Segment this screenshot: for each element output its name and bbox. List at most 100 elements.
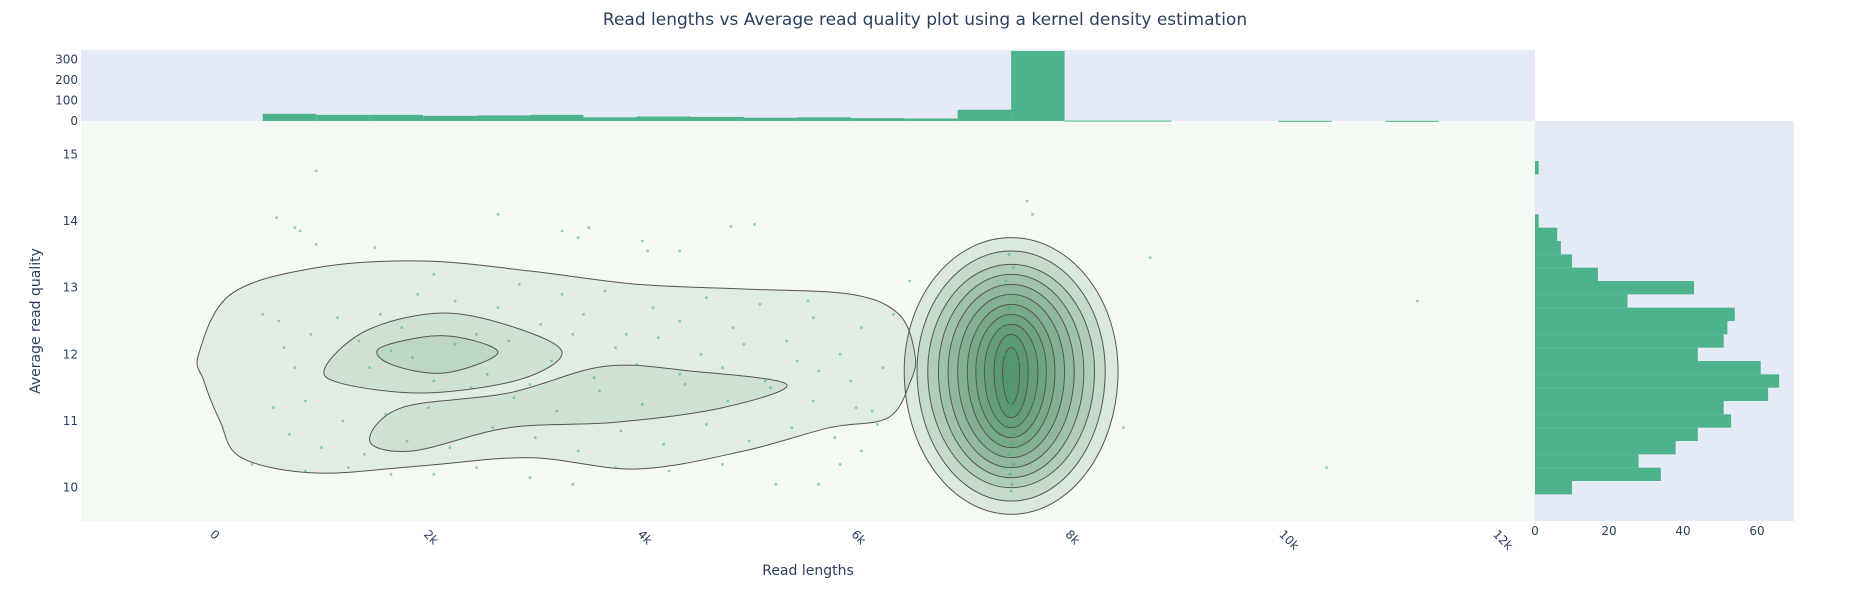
y-tick-label: 11 [63,414,78,428]
scatter-point [1009,442,1013,446]
scatter-point [587,226,591,230]
scatter-point [678,249,682,253]
scatter-point [571,332,575,336]
scatter-point [485,372,489,376]
scatter-point [555,409,559,413]
kde-contour-right-peak [1002,347,1021,405]
y-axis-label: Average read quality [28,248,44,394]
right-histogram-bar [1535,161,1539,175]
scatter-point [758,302,762,306]
right-histogram-bar [1535,467,1661,481]
right-histogram-bar [1535,214,1539,228]
x-tick-label: 4k [635,527,655,547]
scatter-point [507,339,511,343]
scatter-point [560,229,564,233]
right-histogram-bar [1535,427,1698,441]
scatter-point [1015,319,1018,323]
top-histogram-y-ticks: 0 100 200 300 [55,52,78,128]
kde-contour-right-peak [937,273,1085,479]
right-histogram-bar [1535,374,1780,388]
scatter-point [721,366,724,370]
scatter-point [1009,372,1012,376]
scatter-point [432,272,436,276]
scatter-point [790,426,794,430]
scatter-point [1018,419,1022,423]
kde-contour-left-mid-upper [323,312,563,394]
top-histogram-bar [904,118,958,121]
scatter-point [785,339,789,343]
scatter-point [1008,402,1012,406]
scatter-point [304,399,307,403]
top-histogram-y-tick-label: 0 [70,114,78,128]
scatter-point [742,342,746,346]
scatter-point [678,319,682,323]
scatter-point [1008,356,1012,360]
scatter-point [876,422,879,426]
right-histogram-x-tick-label: 20 [1601,524,1616,538]
right-histogram-bar [1535,387,1769,401]
scatter-point [678,372,682,376]
scatter-point [1003,352,1007,356]
scatter-point [448,446,452,450]
right-histogram-bar [1535,414,1732,428]
scatter-point [362,452,366,456]
scatter-point [721,462,724,466]
scatter-point [1009,329,1013,333]
scatter-point [288,432,291,436]
scatter-point [774,482,778,486]
right-histogram-x-ticks: 0 20 40 60 [1531,524,1764,538]
x-tick-label: 10k [1276,527,1302,553]
scatter-point [432,379,436,383]
right-histogram-bar [1535,294,1628,308]
scatter-point [378,312,382,316]
scatter-point [1010,362,1014,366]
scatter-point [1005,376,1009,380]
right-histogram-bar [1535,481,1572,495]
y-tick-label: 13 [63,281,78,295]
scatter-point [336,316,339,320]
scatter-point [1415,299,1419,303]
scatter-point [1009,489,1013,493]
scatter-point [1012,349,1016,353]
top-histogram-y-tick-label: 300 [55,52,78,66]
kde-contour-left-mid-lower [369,364,788,452]
scatter-point [491,426,495,430]
kde-contour-right-peak [903,237,1119,515]
top-histogram-bar [1064,120,1119,122]
scatter-point [614,346,617,350]
kde-contour-right-peak [993,333,1029,419]
top-histogram-bar [797,117,851,121]
scatter-point [453,299,457,303]
scatter-point [1014,356,1017,360]
top-histogram-bar [957,109,1012,121]
right-histogram-bar [1535,227,1558,241]
scatter-point [795,359,799,363]
x-tick-label: 2k [421,527,441,547]
scatter-point [453,342,457,346]
right-histogram-x-tick-label: 40 [1675,524,1690,538]
top-histogram-bar [316,114,370,121]
right-histogram-bar [1535,281,1695,295]
right-histogram-x-tick-label: 60 [1749,524,1764,538]
x-tick-label: 6k [849,527,869,547]
scatter-point [1007,389,1011,393]
scatter-point [747,439,751,443]
right-histogram-x-tick-label: 0 [1531,524,1539,538]
top-histogram-bar [476,115,531,121]
x-tick-label: 12k [1490,527,1516,553]
scatter-point [1010,342,1014,346]
y-tick-label: 10 [63,481,78,495]
scatter-point [250,462,254,466]
right-histogram-bar [1535,241,1561,255]
scatter-point [1011,462,1015,466]
y-tick-label: 15 [63,147,78,161]
scatter-point [811,316,815,320]
scatter-point [314,169,318,173]
scatter-point [892,312,895,316]
scatter-point [1008,472,1012,476]
scatter-point [475,466,478,470]
main-plot-background [81,121,1535,521]
scatter-point [849,379,853,383]
kde-contour-right-peak [957,293,1066,459]
